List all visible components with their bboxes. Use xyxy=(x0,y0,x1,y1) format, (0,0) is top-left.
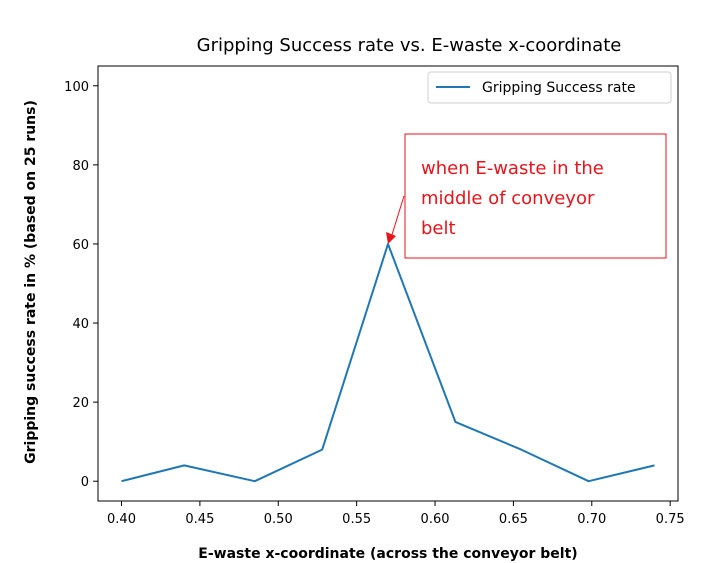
annotation-line-2: middle of conveyor xyxy=(421,188,595,209)
annotation-line-3: belt xyxy=(421,218,456,239)
x-axis-label: E-waste x-coordinate (across the conveyo… xyxy=(198,546,577,562)
y-tick-label: 60 xyxy=(72,238,89,253)
x-tick-label: 0.50 xyxy=(264,512,293,527)
x-axis: 0.40 0.45 0.50 0.55 0.60 0.65 0.70 0.75 xyxy=(107,501,685,527)
legend-label: Gripping Success rate xyxy=(482,80,636,96)
annotation-line-1: when E-waste in the xyxy=(421,158,604,179)
x-tick-label: 0.65 xyxy=(499,512,528,527)
annotation-box xyxy=(404,133,667,259)
y-axis-label: Gripping success rate in % (based on 25 … xyxy=(23,100,39,464)
y-tick-label: 20 xyxy=(72,396,89,411)
legend: Gripping Success rate xyxy=(427,71,672,104)
chart-title: Gripping Success rate vs. E-waste x-coor… xyxy=(197,35,622,56)
x-tick-label: 0.70 xyxy=(577,512,606,527)
x-tick-label: 0.40 xyxy=(107,512,136,527)
annotation: when E-waste in the middle of conveyor b… xyxy=(386,133,667,259)
x-tick-label: 0.55 xyxy=(342,512,371,527)
annotation-arrow xyxy=(390,195,405,239)
y-tick-label: 100 xyxy=(64,80,89,95)
x-tick-label: 0.75 xyxy=(656,512,685,527)
series-line-gripping-success-rate xyxy=(121,243,655,483)
y-axis: 0 20 40 60 80 100 xyxy=(64,80,98,490)
x-tick-label: 0.45 xyxy=(185,512,214,527)
legend-box xyxy=(427,71,672,104)
y-tick-label: 40 xyxy=(72,317,89,332)
plot-area xyxy=(97,65,679,502)
y-tick-label: 0 xyxy=(81,475,89,490)
x-tick-label: 0.60 xyxy=(421,512,450,527)
y-tick-label: 80 xyxy=(72,159,89,174)
annotation-arrow-head xyxy=(386,231,396,244)
